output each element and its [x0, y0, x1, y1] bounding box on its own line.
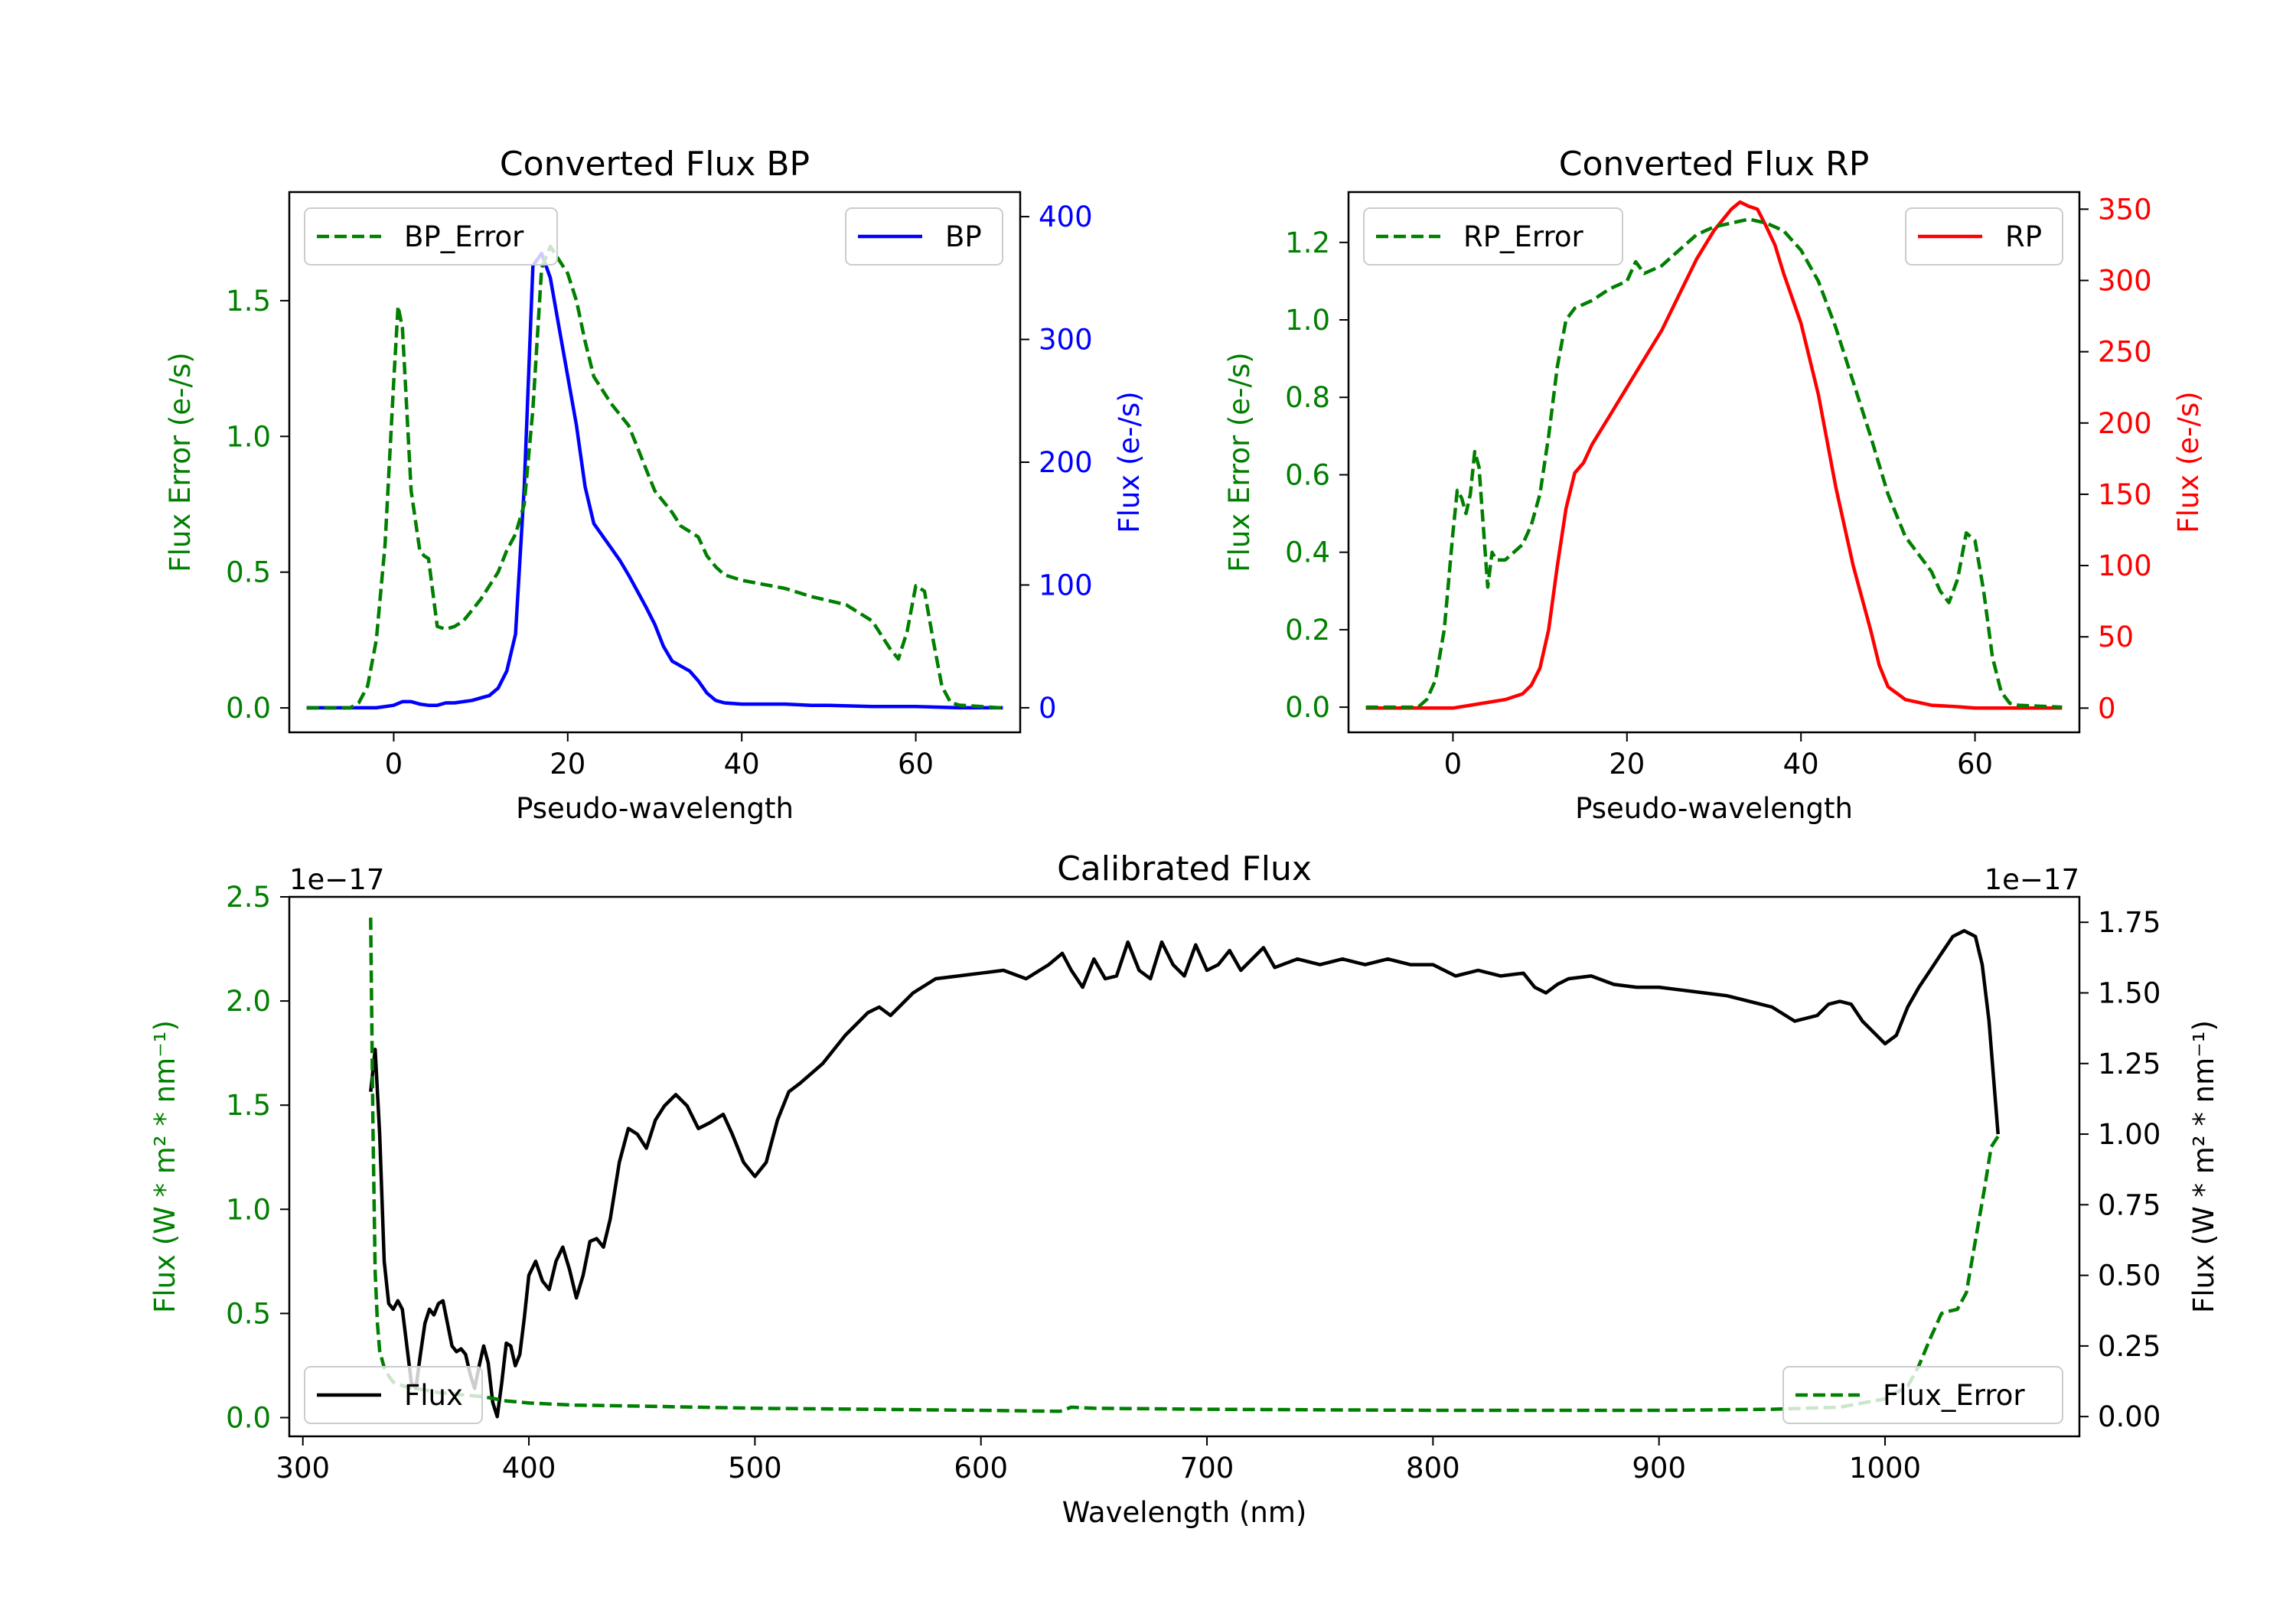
bp-title: Converted Flux BP	[500, 145, 810, 184]
rp-legend-flux-box	[1905, 207, 2063, 266]
rp-axes-frame	[1347, 191, 2081, 734]
bp-chart: 0 20 40 60 0.0 0.5 1.0 1.5 0 100 200 300 400 Converte…	[164, 145, 1146, 825]
rp-ylabel-right: Flux (e-/s)	[2172, 391, 2205, 533]
y-right-tick-label: 0.75	[2098, 1188, 2161, 1221]
bp-xlabel: Pseudo-wavelength	[516, 792, 794, 825]
y-right-tick-label: 1.00	[2098, 1118, 2161, 1151]
rp-flux-line	[1365, 200, 2063, 710]
y-right-tick-label: 100	[2098, 549, 2152, 582]
x-tick-label: 0	[385, 748, 403, 781]
y-right-tick-label: 400	[1039, 200, 1093, 233]
x-tick-label: 20	[1609, 748, 1645, 781]
y-right-tick-label: 1.25	[2098, 1048, 2161, 1081]
rp-xlabel: Pseudo-wavelength	[1575, 792, 1853, 825]
y-right-tick-label: 0.50	[2098, 1260, 2161, 1292]
y-left-tick-label: 0.6	[1285, 458, 1330, 491]
x-tick-label: 60	[898, 748, 934, 781]
x-tick-label: 60	[1957, 748, 1993, 781]
y-right-tick-label: 300	[1039, 324, 1093, 357]
x-tick-label: 0	[1444, 748, 1463, 781]
y-left-tick-label: 1.5	[226, 285, 271, 318]
bp-ylabel-right: Flux (e-/s)	[1113, 391, 1146, 533]
y-left-tick-label: 0.5	[226, 1297, 271, 1330]
y-left-tick-label: 1.5	[226, 1089, 271, 1122]
x-tick-label: 20	[550, 748, 585, 781]
rp-legend-error-box	[1363, 207, 1623, 266]
y-left-tick-label: 0.0	[226, 692, 271, 725]
y-right-tick-label: 50	[2098, 621, 2134, 654]
cal-axes-frame	[288, 895, 2081, 1438]
x-tick-label: 1000	[1849, 1452, 1921, 1485]
offset-right: 1e−17	[1985, 863, 2079, 896]
y-left-tick-label: 2.0	[226, 985, 271, 1018]
y-left-tick-label: 1.0	[226, 420, 271, 453]
y-right-tick-label: 100	[1039, 569, 1093, 601]
y-right-tick-label: 0	[2098, 692, 2116, 725]
rp-legend-flux-label: RP	[2005, 220, 2042, 253]
y-left-tick-label: 1.2	[1285, 227, 1330, 259]
rp-legend-error-label: RP_Error	[1463, 220, 1583, 253]
cal-legend-flux-label: Flux	[404, 1379, 463, 1412]
x-tick-label: 800	[1406, 1452, 1460, 1485]
y-left-tick-label: 1.0	[1285, 304, 1330, 337]
cal-xlabel: Wavelength (nm)	[1062, 1496, 1307, 1529]
x-tick-label: 400	[502, 1452, 556, 1485]
x-tick-label: 700	[1180, 1452, 1234, 1485]
offset-left: 1e−17	[289, 863, 384, 896]
y-left-tick-label: 0.4	[1285, 536, 1330, 569]
y-left-tick-label: 2.5	[226, 881, 271, 914]
y-right-tick-label: 300	[2098, 264, 2152, 297]
y-left-tick-label: 0.8	[1285, 381, 1330, 414]
x-tick-label: 500	[728, 1452, 782, 1485]
y-right-tick-label: 0.25	[2098, 1330, 2161, 1363]
bp-legend-error-label: BP_Error	[404, 220, 524, 253]
y-right-tick-label: 0	[1039, 692, 1057, 725]
x-tick-label: 300	[276, 1452, 330, 1485]
cal-legend-error-label: Flux_Error	[1883, 1379, 2025, 1412]
y-left-tick-label: 0.2	[1285, 614, 1330, 647]
bp-ylabel-left: Flux Error (e-/s)	[164, 352, 197, 572]
cal-ylabel-right: Flux (W * m² * nm⁻¹)	[2187, 1020, 2220, 1313]
y-right-tick-label: 250	[2098, 336, 2152, 369]
y-right-tick-label: 1.75	[2098, 906, 2161, 939]
cal-legend-flux-box	[304, 1366, 483, 1424]
x-tick-label: 900	[1632, 1452, 1686, 1485]
y-right-tick-label: 350	[2098, 193, 2152, 226]
y-left-tick-label: 0.0	[226, 1402, 271, 1435]
cal-title: Calibrated Flux	[1057, 849, 1312, 888]
rp-ylabel-left: Flux Error (e-/s)	[1223, 352, 1256, 572]
y-right-tick-label: 200	[1039, 446, 1093, 479]
cal-legend-error-box	[1782, 1366, 2063, 1424]
y-right-tick-label: 150	[2098, 478, 2152, 511]
bp-legend-error-box	[304, 207, 558, 266]
rp-title: Converted Flux RP	[1559, 145, 1870, 184]
bp-error-line	[306, 244, 1003, 710]
calibrated-chart: 300 400 500 600 700 800 900 1000 0.0 0.5 1.0 1.5 2.0…	[148, 849, 2220, 1529]
y-right-tick-label: 0.00	[2098, 1400, 2161, 1433]
rp-chart: 0 20 40 60 0.0 0.2 0.4 0.6 0.8 1.0 1.2 0 50 100 150 200…	[1223, 145, 2205, 825]
x-tick-label: 600	[954, 1452, 1008, 1485]
bp-legend-flux-box	[845, 207, 1003, 266]
y-left-tick-label: 1.0	[226, 1193, 271, 1226]
y-right-tick-label: 1.50	[2098, 976, 2161, 1009]
cal-ylabel-left: Flux (W * m² * nm⁻¹)	[148, 1020, 181, 1313]
y-left-tick-label: 0.5	[226, 556, 271, 589]
rp-error-line	[1365, 217, 2063, 709]
y-left-tick-label: 0.0	[1285, 691, 1330, 724]
x-tick-label: 40	[1783, 748, 1819, 781]
x-tick-label: 40	[724, 748, 760, 781]
bp-flux-line	[306, 251, 1003, 710]
y-right-tick-label: 200	[2098, 407, 2152, 440]
bp-legend-flux-label: BP	[945, 220, 982, 253]
